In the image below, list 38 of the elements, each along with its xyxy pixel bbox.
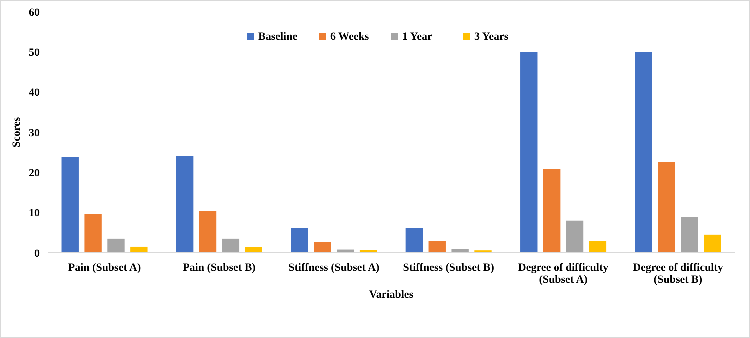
bar (520, 52, 538, 253)
x-tick-label: Pain (Subset B) (183, 262, 256, 274)
y-tick-label: 60 (29, 6, 40, 19)
bar (406, 228, 424, 253)
x-tick-label: Degree of difficulty (Subset B) (633, 262, 724, 286)
x-axis-title: Variables (369, 289, 414, 301)
bar (291, 228, 308, 253)
legend-label: 6 Weeks (330, 31, 370, 43)
bar (566, 220, 584, 253)
bar (84, 214, 102, 253)
x-tick-label: Degree of difficulty (Subset A) (518, 262, 610, 286)
y-tick-label: 0 (34, 248, 40, 260)
bar (658, 162, 676, 253)
bar (589, 241, 607, 253)
x-tick-label: Stiffness (Subset A) (288, 262, 380, 274)
legend-label: 1 Year (402, 31, 432, 43)
bar (428, 241, 446, 253)
legend-label: 3 Years (474, 31, 510, 43)
bar (314, 242, 332, 253)
bar (62, 157, 79, 253)
bar (199, 211, 217, 253)
bar (130, 246, 148, 253)
bar (543, 169, 561, 253)
bar (681, 217, 698, 253)
x-tick-label: Stiffness (Subset B) (403, 262, 495, 274)
y-tick-label: 10 (29, 208, 40, 220)
y-tick-label: 20 (29, 168, 40, 180)
bar (108, 238, 125, 253)
bar (704, 234, 722, 253)
bar (635, 52, 652, 253)
y-axis-title: Scores (11, 116, 23, 148)
bar (222, 238, 240, 253)
legend-label: Baseline (258, 31, 298, 43)
y-tick-label: 30 (29, 127, 40, 140)
x-tick-label: Pain (Subset A) (68, 262, 142, 274)
y-tick-label: 50 (29, 47, 40, 60)
y-tick-label: 40 (29, 87, 40, 100)
bar (176, 156, 194, 253)
